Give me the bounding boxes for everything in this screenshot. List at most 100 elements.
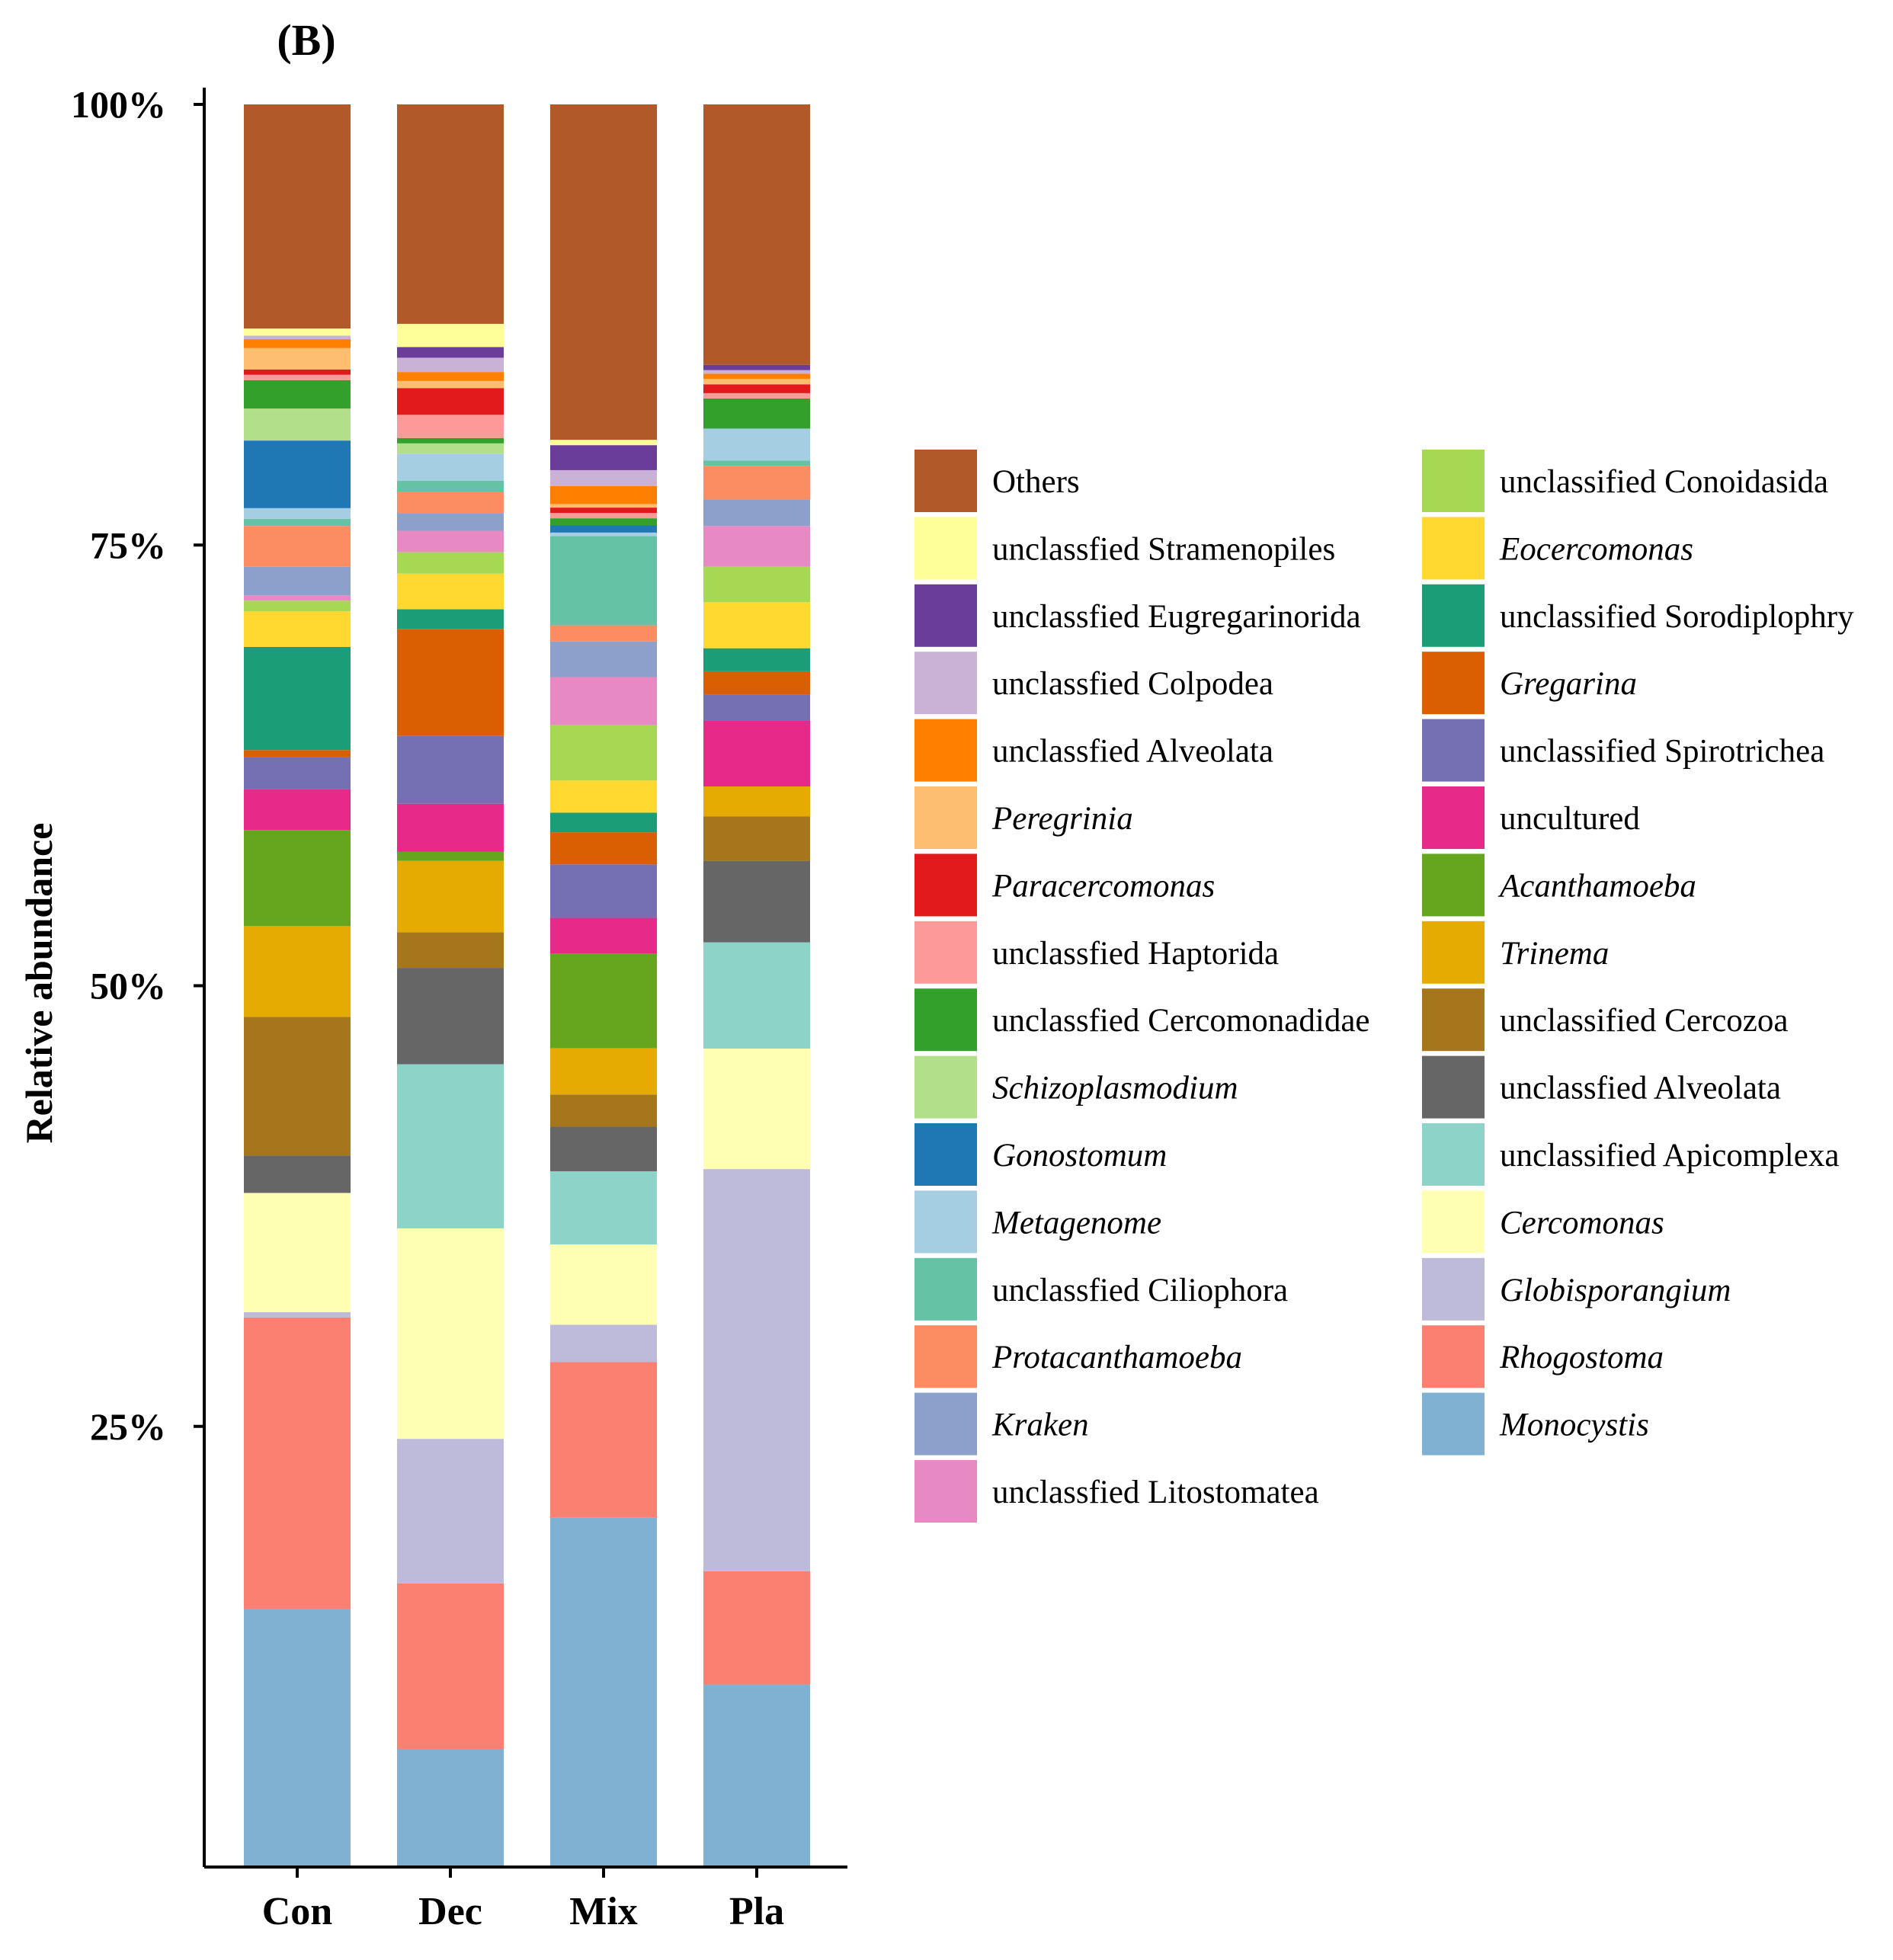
legend-label: unclassfied Colpodea — [992, 666, 1273, 702]
bar-segment-con-15 — [244, 595, 351, 601]
bar-segment-dec-7 — [397, 860, 504, 933]
legend-label: unclassfied Stramenopiles — [992, 531, 1335, 567]
bar-segment-dec-19 — [397, 453, 504, 481]
bar-segment-mix-12 — [550, 812, 657, 833]
legend-swatch — [914, 1392, 977, 1456]
bar-segment-mix-6 — [550, 1094, 657, 1127]
bar-segment-mix-15 — [550, 677, 657, 725]
legend-swatch — [1422, 652, 1485, 715]
legend-label: Schizoplasmodium — [992, 1071, 1238, 1107]
bar-segment-con-9 — [244, 789, 351, 831]
bar-segment-dec-18 — [397, 480, 504, 492]
legend-label: unclassfied Ciliophora — [992, 1273, 1288, 1308]
legend-label: unclassified Conoidasida — [1500, 464, 1828, 500]
bar-segment-con-24 — [244, 369, 351, 375]
legend-label: Rhogostoma — [1499, 1340, 1664, 1376]
legend-swatch — [1422, 1123, 1485, 1186]
bar-segment-con-11 — [244, 750, 351, 757]
legend: Others unclassfied Stramenopiles unclassfi… — [914, 450, 1854, 1523]
legend-swatch — [1422, 584, 1485, 647]
x-tick-label-pla: Pla — [729, 1890, 784, 1933]
bar-segment-mix-18 — [550, 536, 657, 626]
bar-segment-con-22 — [244, 380, 351, 409]
bar-segment-dec-24 — [397, 388, 504, 415]
legend-label: Others — [992, 464, 1080, 500]
legend-label: Monocystis — [1499, 1408, 1649, 1443]
legend-item: Schizoplasmodium — [914, 1055, 1238, 1119]
bar-segment-pla-17 — [703, 466, 810, 500]
legend-item: Globisporangium — [1422, 1257, 1731, 1321]
bar-segment-dec-27 — [397, 357, 504, 373]
legend-item: Paracercomonas — [914, 853, 1215, 917]
bar-segment-con-25 — [244, 347, 351, 370]
y-tick-label: 100% — [71, 83, 166, 126]
legend-item: unclassfied Stramenopiles — [914, 517, 1335, 580]
bar-segment-con-14 — [244, 600, 351, 612]
bar-segment-mix-8 — [550, 953, 657, 1049]
bar-segment-mix-13 — [550, 780, 657, 813]
legend-swatch — [914, 921, 977, 984]
legend-swatch — [1422, 988, 1485, 1052]
bar-segment-dec-22 — [397, 437, 504, 444]
bar-segment-mix-4 — [550, 1171, 657, 1244]
legend-label: uncultured — [1500, 801, 1640, 837]
bar-segment-pla-30 — [703, 104, 810, 365]
bar-segment-dec-3 — [397, 1228, 504, 1440]
legend-label: unclassified Sorodiplophry — [1500, 599, 1854, 635]
legend-label: Peregrinia — [991, 801, 1133, 837]
bar-segment-dec-11 — [397, 629, 504, 736]
bar-pla — [703, 104, 810, 1867]
panel-label: (B) — [277, 15, 335, 65]
bar-segment-mix-5 — [550, 1126, 657, 1171]
bar-segment-con-18 — [244, 518, 351, 527]
legend-label: unclassified Spirotrichea — [1500, 734, 1824, 770]
bar-segment-mix-3 — [550, 1244, 657, 1325]
bar-segment-dec-2 — [397, 1439, 504, 1584]
bar-segment-mix-20 — [550, 525, 657, 533]
bar-segment-pla-22 — [703, 398, 810, 429]
bar-segment-con-5 — [244, 1155, 351, 1193]
legend-label: Globisporangium — [1500, 1273, 1731, 1308]
legend-label: Protacanthamoeba — [991, 1340, 1242, 1376]
legend-item: unclassfied Litostomatea — [914, 1460, 1319, 1523]
bar-segment-mix-17 — [550, 625, 657, 642]
bar-segment-mix-29 — [550, 440, 657, 446]
bar-segment-con-26 — [244, 339, 351, 348]
bar-segment-con-0 — [244, 1609, 351, 1867]
legend-swatch — [1422, 786, 1485, 849]
bar-segment-con-20 — [244, 440, 351, 508]
bar-segment-dec-0 — [397, 1749, 504, 1867]
bar-segment-pla-11 — [703, 671, 810, 695]
bar-segment-pla-0 — [703, 1684, 810, 1867]
bar-segment-pla-14 — [703, 566, 810, 603]
bar-segment-dec-5 — [397, 968, 504, 1065]
legend-label: Eocercomonas — [1499, 531, 1693, 567]
legend-item: Peregrinia — [914, 786, 1133, 849]
legend-item: unclassfied Cercomonadidae — [914, 988, 1370, 1052]
legend-item: unclassfied Colpodea — [914, 652, 1273, 715]
bar-mix — [550, 104, 657, 1867]
legend-item: unclassfied Alveolata — [914, 719, 1273, 782]
bar-segment-dec-21 — [397, 443, 504, 454]
bar-segment-con-6 — [244, 1017, 351, 1156]
legend-label: Gonostomum — [992, 1138, 1167, 1174]
bar-segment-dec-16 — [397, 513, 504, 531]
legend-item: unclassfied Ciliophora — [914, 1257, 1288, 1321]
axes-layer: 25% 50% 75% 100% Con Dec Mix Pla — [71, 83, 847, 1933]
y-tick-label: 50% — [90, 965, 166, 1007]
bar-segment-mix-10 — [550, 864, 657, 918]
legend-label: Trinema — [1500, 936, 1609, 972]
legend-label: unclassified Apicomplexa — [1500, 1138, 1839, 1174]
bar-segment-con-21 — [244, 408, 351, 441]
bar-segment-pla-12 — [703, 648, 810, 671]
bars-layer — [244, 104, 810, 1867]
bar-segment-mix-1 — [550, 1362, 657, 1518]
legend-item: Rhogostoma — [1422, 1325, 1664, 1388]
legend-item: unclassified Cercozoa — [1422, 988, 1788, 1052]
bar-segment-mix-28 — [550, 445, 657, 470]
legend-swatch — [914, 584, 977, 647]
legend-item: unclassified Apicomplexa — [1422, 1123, 1839, 1186]
legend-label: unclassfied Alveolata — [1500, 1071, 1781, 1107]
bar-segment-dec-9 — [397, 803, 504, 852]
